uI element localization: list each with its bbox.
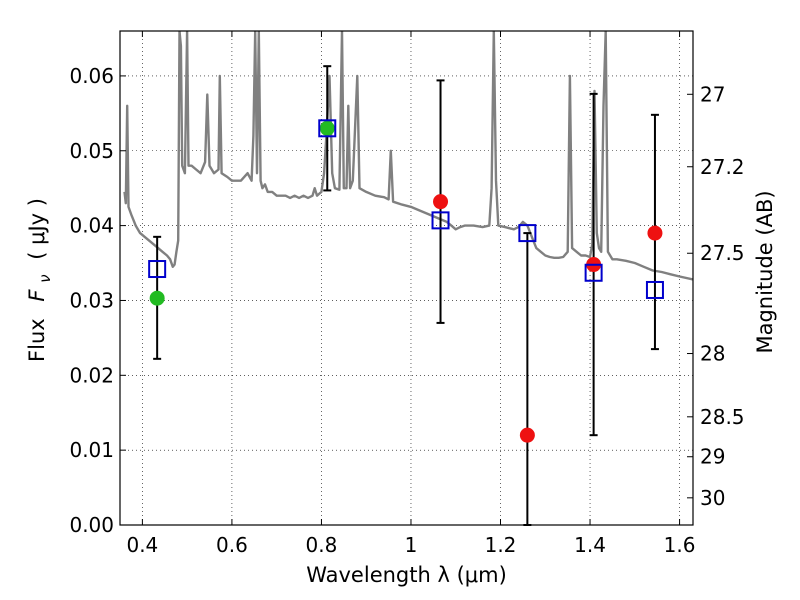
y-axis-ticks: 0.00 0.01 0.02 0.03 0.04 0.05 0.06	[69, 64, 126, 537]
observed-flux-point	[149, 290, 165, 306]
y-tick-label: 0.02	[69, 363, 114, 387]
y2-axis-title: Magnitude (AB)	[753, 190, 777, 353]
x-tick-label: 1	[405, 533, 418, 557]
x-tick-label: 1.4	[574, 533, 606, 557]
y2-tick-label: 27.5	[700, 241, 745, 265]
x-axis-ticks: 0.4 0.6 0.8 1 1.2 1.4 1.6	[126, 31, 695, 557]
data-points	[148, 119, 664, 443]
y-axis-title: Flux F ν ( μJy )	[25, 198, 55, 362]
y2-tick-label: 28.5	[700, 405, 745, 429]
y-tick-label: 0.04	[69, 214, 114, 238]
plot-frame	[119, 30, 694, 526]
y-axis-title-text: Flux	[25, 318, 49, 362]
observed-flux-point	[519, 427, 535, 443]
error-bars	[153, 65, 659, 526]
y-axis-title-symbol: F	[25, 289, 49, 302]
x-tick-label: 0.6	[216, 533, 248, 557]
observed-flux-point	[433, 194, 449, 210]
x-tick-label: 0.8	[306, 533, 338, 557]
y2-tick-label: 27	[700, 82, 725, 106]
x-axis-title: Wavelength λ (μm)	[306, 563, 507, 587]
model-flux-box	[518, 224, 537, 243]
model-flux-box	[645, 280, 664, 299]
y2-tick-label: 29	[700, 445, 725, 469]
y2-axis-ticks: 27 27.2 27.5 28 28.5 29 30	[687, 82, 745, 510]
y2-tick-label: 30	[700, 486, 725, 510]
y-tick-label: 0.05	[69, 139, 114, 163]
model-flux-box	[431, 211, 450, 230]
spectrum	[123, 31, 693, 281]
y-tick-label: 0.03	[69, 288, 114, 312]
model-flux-box	[148, 260, 167, 279]
y-tick-label: 0.00	[69, 513, 114, 537]
y-axis-title-units: ( μJy )	[25, 198, 49, 260]
y-tick-label: 0.01	[69, 438, 114, 462]
observed-flux-point	[319, 120, 335, 136]
model-spectrum-line	[123, 31, 693, 281]
x-tick-label: 1.6	[664, 533, 696, 557]
y2-tick-label: 28	[700, 342, 725, 366]
x-tick-label: 1.2	[485, 533, 517, 557]
y2-tick-label: 27.2	[700, 155, 745, 179]
observed-flux-point	[647, 225, 663, 241]
model-flux-box	[584, 263, 603, 282]
y-axis-title-subscript: ν	[36, 274, 54, 282]
x-tick-label: 0.4	[126, 533, 158, 557]
model-flux-box	[318, 119, 337, 138]
y-tick-label: 0.06	[69, 64, 114, 88]
